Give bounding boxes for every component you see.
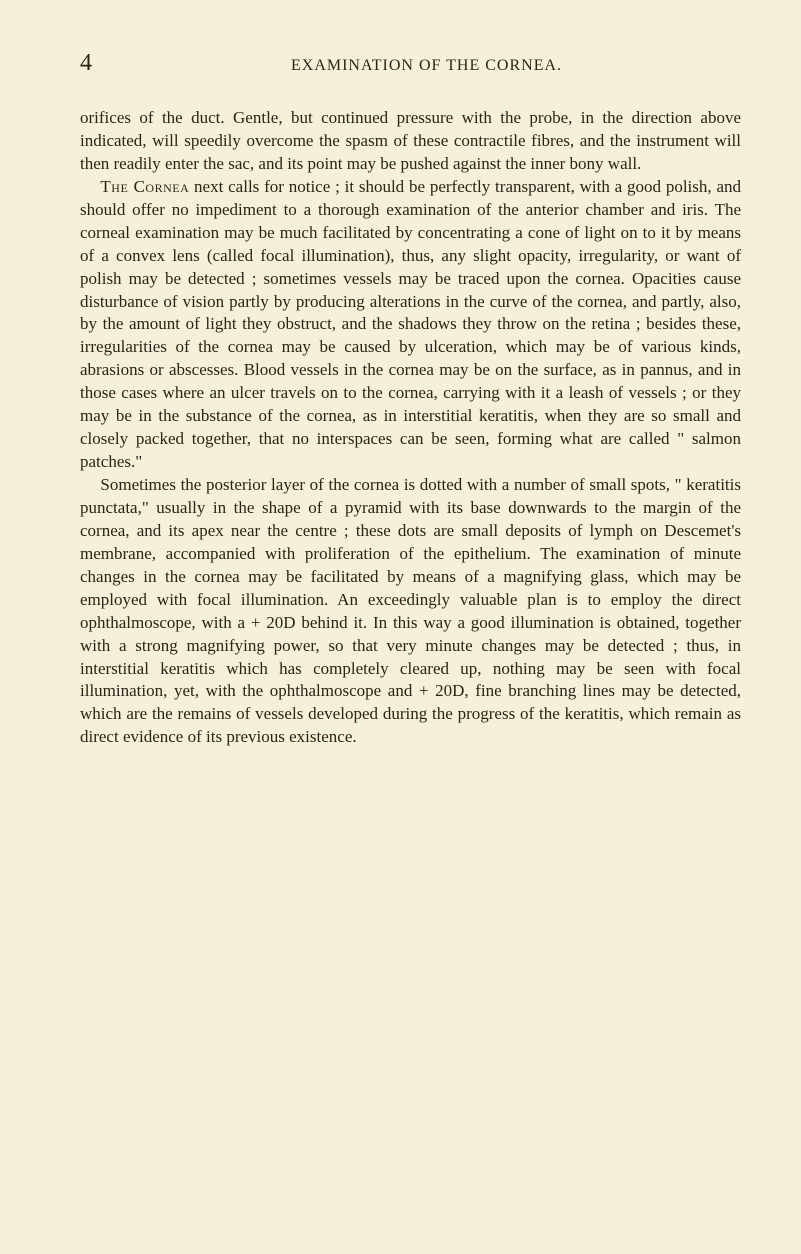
page-header: 4 EXAMINATION OF THE CORNEA. xyxy=(80,50,741,77)
paragraph-1-text: orifices of the duct. Gentle, but contin… xyxy=(80,108,741,173)
paragraph-2-rest: next calls for notice ; it should be per… xyxy=(80,177,741,471)
paragraph-2-lead: The Cornea xyxy=(100,177,189,196)
body-content: orifices of the duct. Gentle, but contin… xyxy=(80,107,741,749)
header-title: EXAMINATION OF THE CORNEA. xyxy=(112,57,741,75)
page-number: 4 xyxy=(80,50,92,77)
paragraph-3: Sometimes the posterior layer of the cor… xyxy=(80,474,741,749)
paragraph-2: The Cornea next calls for notice ; it sh… xyxy=(80,176,741,474)
paragraph-3-text: Sometimes the posterior layer of the cor… xyxy=(80,475,741,746)
paragraph-1: orifices of the duct. Gentle, but contin… xyxy=(80,107,741,176)
